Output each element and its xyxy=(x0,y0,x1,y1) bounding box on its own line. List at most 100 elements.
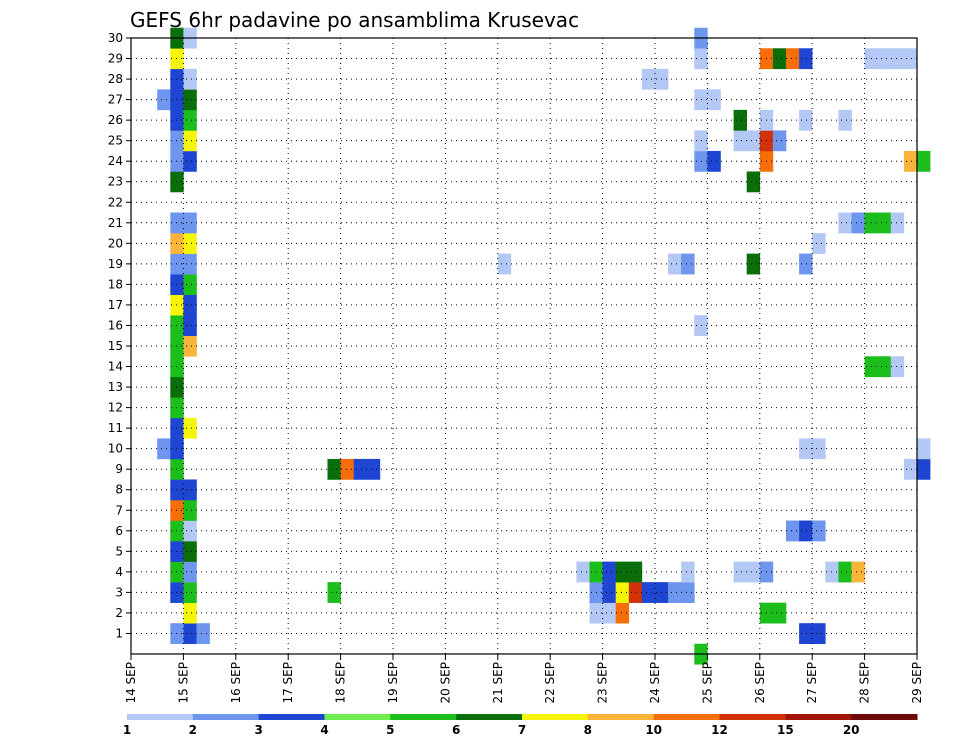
heatmap-cell xyxy=(877,212,892,234)
y-tick-label: 26 xyxy=(108,113,123,127)
heatmap-cell xyxy=(183,315,197,337)
heatmap-cell xyxy=(746,561,761,583)
heatmap-cell xyxy=(681,561,695,583)
legend-swatch xyxy=(851,714,918,720)
y-tick-label: 29 xyxy=(108,52,123,66)
heatmap-cell xyxy=(786,48,800,70)
heatmap-cell xyxy=(602,582,616,603)
legend-label: 4 xyxy=(320,723,328,737)
heatmap-cell xyxy=(890,356,905,378)
heatmap-cell xyxy=(812,623,826,645)
heatmap-cell xyxy=(183,500,197,521)
y-tick-label: 7 xyxy=(115,503,123,517)
x-tick-label: 23 SEP xyxy=(596,662,610,704)
legend-label: 12 xyxy=(711,723,728,737)
heatmap-cell xyxy=(877,48,892,70)
heatmap-cell xyxy=(877,356,892,378)
heatmap-cell xyxy=(903,150,918,172)
heatmap-cell xyxy=(668,582,682,603)
heatmap-cell xyxy=(799,438,813,460)
heatmap-cell xyxy=(183,541,197,562)
y-tick-label: 8 xyxy=(115,483,123,497)
heatmap-cell xyxy=(733,130,747,152)
y-tick-label: 9 xyxy=(115,462,123,476)
heatmap-cell xyxy=(615,582,630,603)
legend-swatch xyxy=(192,714,260,720)
heatmap-cell xyxy=(772,48,787,70)
heatmap-cell xyxy=(641,582,656,603)
y-tick-label: 17 xyxy=(108,298,123,312)
heatmap-cell xyxy=(628,561,643,583)
heatmap-cell xyxy=(746,130,761,152)
y-tick-label: 14 xyxy=(108,360,123,374)
heatmap-cell xyxy=(615,602,630,624)
heatmap-cell xyxy=(812,520,826,542)
heatmap-cell xyxy=(183,294,197,316)
y-tick-label: 3 xyxy=(115,585,123,599)
y-tick-label: 24 xyxy=(108,154,123,168)
legend-swatch xyxy=(390,714,457,720)
heatmap-cell xyxy=(903,458,918,480)
y-tick-label: 2 xyxy=(115,606,123,620)
legend-swatch xyxy=(324,714,391,720)
chart-title: GEFS 6hr padavine po ansamblima Krusevac xyxy=(130,8,579,32)
heatmap-cell xyxy=(746,171,761,193)
legend-label: 1 xyxy=(123,723,131,737)
legend-swatch xyxy=(587,714,655,720)
heatmap-cell xyxy=(917,150,931,172)
heatmap-cell xyxy=(890,48,905,70)
heatmap-cell xyxy=(641,68,656,90)
y-tick-label: 15 xyxy=(108,339,123,353)
heatmap-cell xyxy=(327,458,341,480)
y-tick-label: 5 xyxy=(115,544,123,558)
heatmap-cell xyxy=(799,623,813,645)
heatmap-cell xyxy=(353,458,368,480)
heatmap-cell xyxy=(733,561,747,583)
heatmap-cell xyxy=(183,623,197,645)
heatmap-cell xyxy=(746,253,761,275)
x-tick-label: 28 SEP xyxy=(858,662,872,704)
color-legend: 1 2 3 4 5 6 7 8 10 12 15 20 xyxy=(123,714,918,737)
y-tick-label: 16 xyxy=(108,318,123,332)
y-tick-label: 4 xyxy=(115,565,123,579)
heatmap-cell xyxy=(917,458,931,480)
x-tick-label: 16 SEP xyxy=(229,662,243,704)
heatmap-cell xyxy=(838,212,852,234)
y-tick-label: 12 xyxy=(108,401,123,415)
y-tick-label: 18 xyxy=(108,277,123,291)
heatmap-cell xyxy=(183,479,197,501)
x-tick-label: 21 SEP xyxy=(491,662,505,704)
legend-label: 15 xyxy=(777,723,794,737)
heatmap-cell xyxy=(183,561,197,583)
x-tick-label: 27 SEP xyxy=(805,662,819,704)
heatmap-cell xyxy=(183,233,197,254)
y-tick-label: 30 xyxy=(108,31,123,45)
heatmap-cell xyxy=(851,561,865,583)
heatmap-cell xyxy=(183,520,197,542)
legend-swatch xyxy=(456,714,523,720)
y-tick-label: 11 xyxy=(108,421,123,435)
heatmap-cell xyxy=(183,212,197,234)
legend-swatch xyxy=(258,714,325,720)
grid-layer xyxy=(130,37,918,654)
x-tick-label: 25 SEP xyxy=(700,662,714,704)
legend-label: 20 xyxy=(843,723,860,737)
heatmap-cell xyxy=(183,68,197,90)
heatmap-cell xyxy=(707,150,721,172)
legend-swatch xyxy=(785,714,852,720)
heatmap-cell xyxy=(733,109,747,131)
heatmap-cell xyxy=(183,602,197,624)
legend-swatch xyxy=(653,714,720,720)
x-tick-label: 26 SEP xyxy=(753,662,767,704)
legend-swatch xyxy=(719,714,786,720)
heatmap-cell xyxy=(196,623,210,645)
heatmap-cell xyxy=(615,561,630,583)
heatmap-cell xyxy=(838,109,852,131)
heatmap-cell xyxy=(327,582,341,603)
heatmap-cell xyxy=(681,582,695,603)
heatmap-cell xyxy=(340,458,354,480)
heatmap-cell xyxy=(799,48,813,70)
heatmap-cell xyxy=(668,253,682,275)
legend-swatch xyxy=(522,714,589,720)
